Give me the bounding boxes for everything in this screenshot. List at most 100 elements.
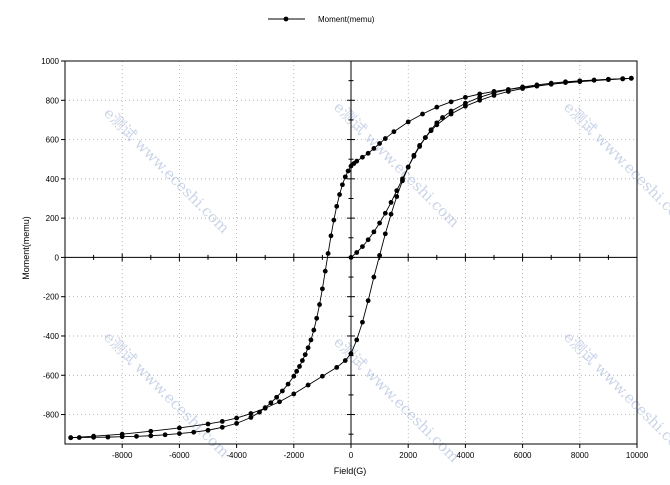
x-axis-ticks: -8000 -6000 -4000 -2000 0 2000 4000 6000 8000 100…	[112, 444, 649, 460]
data-point	[382, 210, 388, 216]
x-tick-label: 10000	[626, 451, 649, 460]
data-point	[440, 115, 445, 120]
y-tick-label: -200	[43, 293, 60, 302]
x-axis-title: Field(G)	[334, 466, 367, 476]
data-point	[628, 75, 634, 81]
data-point	[219, 419, 225, 424]
data-point	[299, 358, 305, 363]
data-point	[377, 220, 382, 226]
data-point	[325, 251, 331, 256]
data-point	[148, 428, 154, 434]
data-point	[345, 168, 351, 174]
data-point	[262, 405, 268, 411]
data-point	[491, 92, 497, 98]
data-point	[360, 244, 365, 250]
data-point	[248, 411, 254, 416]
data-point	[360, 154, 365, 160]
data-point	[219, 424, 225, 430]
data-point	[337, 192, 342, 197]
data-point	[428, 128, 434, 134]
data-point	[420, 111, 425, 117]
data-point	[340, 182, 345, 188]
data-point	[354, 250, 360, 255]
data-point	[302, 352, 308, 358]
data-point	[311, 327, 317, 333]
data-point	[434, 104, 440, 110]
data-point	[463, 94, 468, 100]
data-point	[105, 434, 111, 440]
data-point	[388, 200, 394, 205]
y-axis-ticks: -800 -600 -400 -200 0 200 400 600 800 1000	[41, 57, 65, 420]
data-point	[448, 99, 454, 105]
data-point	[205, 421, 211, 427]
x-tick-label: -4000	[226, 451, 247, 460]
data-point	[365, 150, 371, 156]
data-point	[162, 432, 168, 438]
data-point	[405, 164, 411, 170]
data-point	[365, 237, 371, 243]
data-point	[277, 399, 282, 405]
series-line	[70, 77, 632, 439]
data-point	[505, 89, 511, 94]
x-tick-label: 0	[349, 451, 354, 460]
watermark: e测试 www.eceshi.com	[100, 328, 233, 461]
data-point	[377, 253, 382, 258]
data-point	[382, 136, 388, 141]
y-tick-label: -800	[43, 411, 60, 420]
data-point	[279, 388, 285, 394]
data-point	[477, 91, 483, 97]
data-point	[348, 163, 354, 169]
data-point	[294, 368, 300, 374]
data-point	[348, 351, 354, 357]
x-tick-label: 8000	[571, 451, 589, 460]
y-tick-label: 0	[55, 253, 60, 262]
data-point	[548, 81, 554, 87]
data-point	[371, 146, 377, 151]
data-point	[422, 135, 428, 141]
data-point	[491, 89, 497, 94]
legend-swatch-marker	[283, 16, 289, 22]
data-point	[591, 77, 597, 83]
data-point	[388, 211, 394, 217]
data-point	[322, 268, 328, 274]
data-point	[434, 122, 440, 128]
watermarks: e测试 www.eceshi.com e测试 www.eceshi.com e测…	[100, 98, 670, 466]
data-point	[417, 143, 423, 148]
legend: Moment(memu)	[268, 15, 375, 24]
data-point	[134, 433, 139, 439]
data-point	[606, 77, 611, 82]
data-point	[342, 358, 348, 363]
watermark: e测试 www.eceshi.com	[560, 98, 670, 231]
data-point	[334, 365, 340, 370]
data-point	[382, 231, 388, 237]
x-tick-label: -6000	[169, 451, 190, 460]
data-point	[334, 203, 340, 209]
y-tick-label: -600	[43, 371, 60, 380]
data-point	[268, 400, 274, 406]
watermark: e测试 www.eceshi.com	[100, 104, 233, 237]
data-point	[563, 80, 568, 86]
data-point	[285, 381, 291, 387]
y-tick-label: -400	[43, 332, 60, 341]
data-point	[477, 97, 483, 103]
data-point	[520, 86, 525, 91]
y-tick-label: 400	[46, 175, 60, 184]
x-tick-label: -2000	[284, 451, 305, 460]
data-point	[305, 382, 311, 388]
data-point	[308, 337, 314, 343]
data-point	[405, 119, 411, 125]
data-point	[394, 188, 400, 194]
data-point	[377, 141, 382, 146]
y-tick-label: 200	[46, 214, 60, 223]
data-point	[248, 415, 254, 420]
legend-label: Moment(memu)	[318, 15, 375, 24]
data-point	[320, 286, 325, 292]
series-layer	[68, 75, 634, 441]
data-point	[394, 194, 400, 199]
data-point	[348, 255, 354, 260]
watermark: e测试 www.eceshi.com	[560, 328, 670, 461]
data-point	[148, 433, 154, 439]
y-axis-title: Moment(memu)	[21, 216, 31, 280]
data-point	[177, 425, 182, 431]
